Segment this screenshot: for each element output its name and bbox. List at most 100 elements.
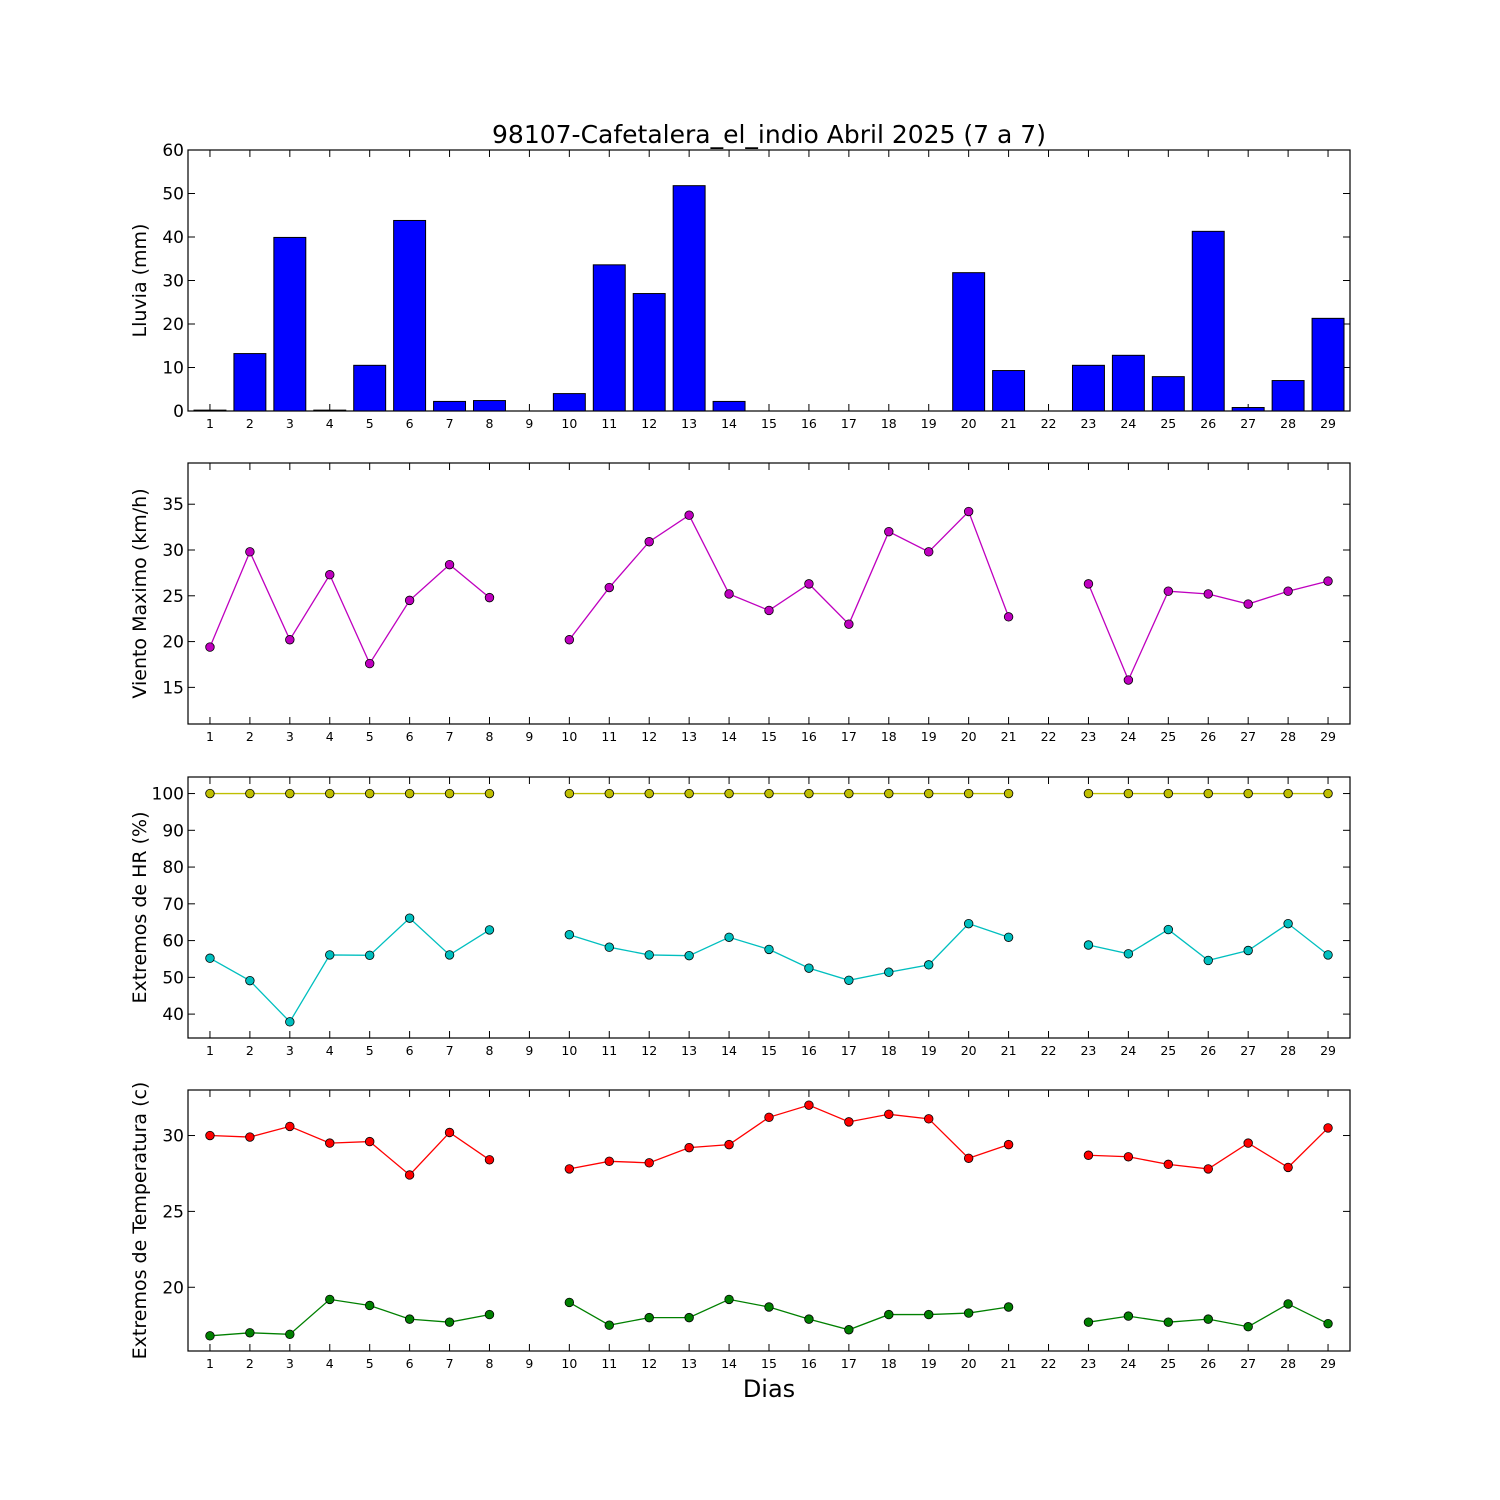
humidity-series-1-point xyxy=(1283,918,1293,929)
wind-xtick-label: 22 xyxy=(1041,729,1057,744)
humidity-ytick-label: 60 xyxy=(162,932,184,952)
wind-xtick-label: 18 xyxy=(881,729,897,744)
temperature-xtick-label: 13 xyxy=(681,1356,697,1371)
wind-y-axis-label: Viento Maximo (km/h) xyxy=(129,488,151,698)
temperature-series-0-point xyxy=(245,1132,255,1142)
humidity-xtick-label: 26 xyxy=(1200,1043,1216,1058)
temperature-series-0-point xyxy=(1203,1164,1213,1174)
humidity-xtick-label: 21 xyxy=(1001,1043,1017,1058)
wind-series-0-point xyxy=(1163,586,1174,596)
humidity-series-0-point xyxy=(844,788,854,799)
temperature-series-1-point xyxy=(1123,1311,1134,1321)
humidity-series-0-point xyxy=(1163,788,1174,799)
temperature-series-0-point xyxy=(484,1155,495,1165)
temperature-series-0-point xyxy=(1083,1150,1094,1160)
temperature-series-0-line xyxy=(209,1125,490,1176)
humidity-series-0-point xyxy=(764,788,774,799)
wind-xtick-label: 9 xyxy=(525,729,533,744)
humidity-series-1-point xyxy=(644,950,654,960)
wind-series-0-point xyxy=(844,619,854,629)
temperature-series-0-point xyxy=(1283,1162,1293,1173)
wind-ytick-label: 30 xyxy=(162,541,184,561)
temperature-series-1-point xyxy=(564,1297,575,1308)
temperature-series-1-point xyxy=(285,1329,295,1340)
temperature-xtick-label: 23 xyxy=(1080,1356,1096,1371)
humidity-series-0-point xyxy=(1083,788,1094,799)
wind-xtick-label: 3 xyxy=(286,729,294,744)
wind-ytick-label: 20 xyxy=(162,633,184,653)
wind-xtick-label: 29 xyxy=(1320,729,1336,744)
temperature-xtick-label: 21 xyxy=(1001,1356,1017,1371)
wind-series-0-point xyxy=(1283,586,1293,596)
temperature-series-0-line xyxy=(569,1104,1009,1170)
humidity-xtick-label: 29 xyxy=(1320,1043,1336,1058)
wind-series-0-line xyxy=(568,510,1010,641)
wind-xtick-label: 17 xyxy=(841,729,857,744)
humidity-xtick-label: 10 xyxy=(561,1043,577,1058)
wind-xtick-label: 12 xyxy=(641,729,657,744)
temperature-series-0-point xyxy=(285,1121,295,1132)
wind-series-0-point xyxy=(804,579,814,589)
temperature-y-axis-label: Extremos de Temperatura (c) xyxy=(129,1082,151,1360)
humidity-series-1-point xyxy=(1123,949,1134,959)
wind-series-0-point xyxy=(644,537,654,547)
temperature-series-1-line xyxy=(569,1298,1009,1331)
rain-xtick-label: 13 xyxy=(681,416,697,431)
temperature-series-1-point xyxy=(404,1314,415,1324)
temperature-xtick-label: 12 xyxy=(641,1356,657,1371)
wind-series-0-point xyxy=(764,605,774,616)
rain-xtick-label: 2 xyxy=(246,416,254,431)
wind-series-0-point xyxy=(1083,579,1094,589)
wind-ytick-label: 25 xyxy=(162,587,184,607)
wind-xtick-label: 15 xyxy=(761,729,777,744)
humidity-series-0-point xyxy=(1323,788,1333,799)
temperature-series-0-point xyxy=(844,1117,854,1127)
wind-xtick-label: 19 xyxy=(921,729,937,744)
rain-bar xyxy=(233,353,267,412)
humidity-series-0-point xyxy=(924,788,934,799)
chart-title: 98107-Cafetalera_el_indio Abril 2025 (7 … xyxy=(492,120,1046,149)
humidity-series-1-point xyxy=(1243,945,1253,956)
temperature-series-0-point xyxy=(1163,1159,1174,1170)
temperature-series-0-point xyxy=(644,1158,654,1168)
rain-xtick-label: 18 xyxy=(881,416,897,431)
humidity-series-1-point xyxy=(804,963,814,973)
wind-series-0-point xyxy=(444,559,455,570)
wind-xtick-label: 14 xyxy=(721,729,737,744)
humidity-xtick-label: 13 xyxy=(681,1043,697,1058)
rain-bar xyxy=(632,293,666,412)
temperature-xtick-label: 5 xyxy=(366,1356,374,1371)
rain-bar xyxy=(353,364,387,412)
humidity-xtick-label: 6 xyxy=(406,1043,414,1058)
humidity-ytick-label: 50 xyxy=(162,968,184,988)
temperature-series-1-point xyxy=(1323,1318,1333,1329)
wind-xtick-label: 5 xyxy=(366,729,374,744)
rain-bar xyxy=(313,409,347,412)
humidity-series-1-line xyxy=(209,917,490,1023)
temperature-xtick-label: 29 xyxy=(1320,1356,1336,1371)
humidity-y-axis-label: Extremos de HR (%) xyxy=(129,811,151,1003)
rain-xtick-label: 29 xyxy=(1320,416,1336,431)
rain-ytick-label: 20 xyxy=(162,315,184,335)
x-axis-label: Dias xyxy=(743,1375,795,1403)
temperature-xtick-label: 27 xyxy=(1240,1356,1256,1371)
humidity-series-1-point xyxy=(205,953,215,963)
humidity-xtick-label: 9 xyxy=(525,1043,533,1058)
wind-xtick-label: 24 xyxy=(1120,729,1136,744)
rain-xtick-label: 5 xyxy=(366,416,374,431)
wind-series-0-point xyxy=(604,582,614,593)
humidity-series-1-point xyxy=(1003,932,1014,942)
humidity-ytick-label: 100 xyxy=(152,785,184,805)
temperature-series-1-point xyxy=(1283,1299,1293,1309)
rain-xtick-label: 4 xyxy=(326,416,334,431)
humidity-xtick-label: 1 xyxy=(206,1043,214,1058)
rain-bar xyxy=(552,393,586,412)
rain-bar xyxy=(433,400,467,412)
temperature-series-1-point xyxy=(1003,1302,1014,1312)
temperature-xtick-label: 8 xyxy=(486,1356,494,1371)
temperature-series-1-point xyxy=(245,1328,255,1338)
wind-xtick-label: 23 xyxy=(1080,729,1096,744)
